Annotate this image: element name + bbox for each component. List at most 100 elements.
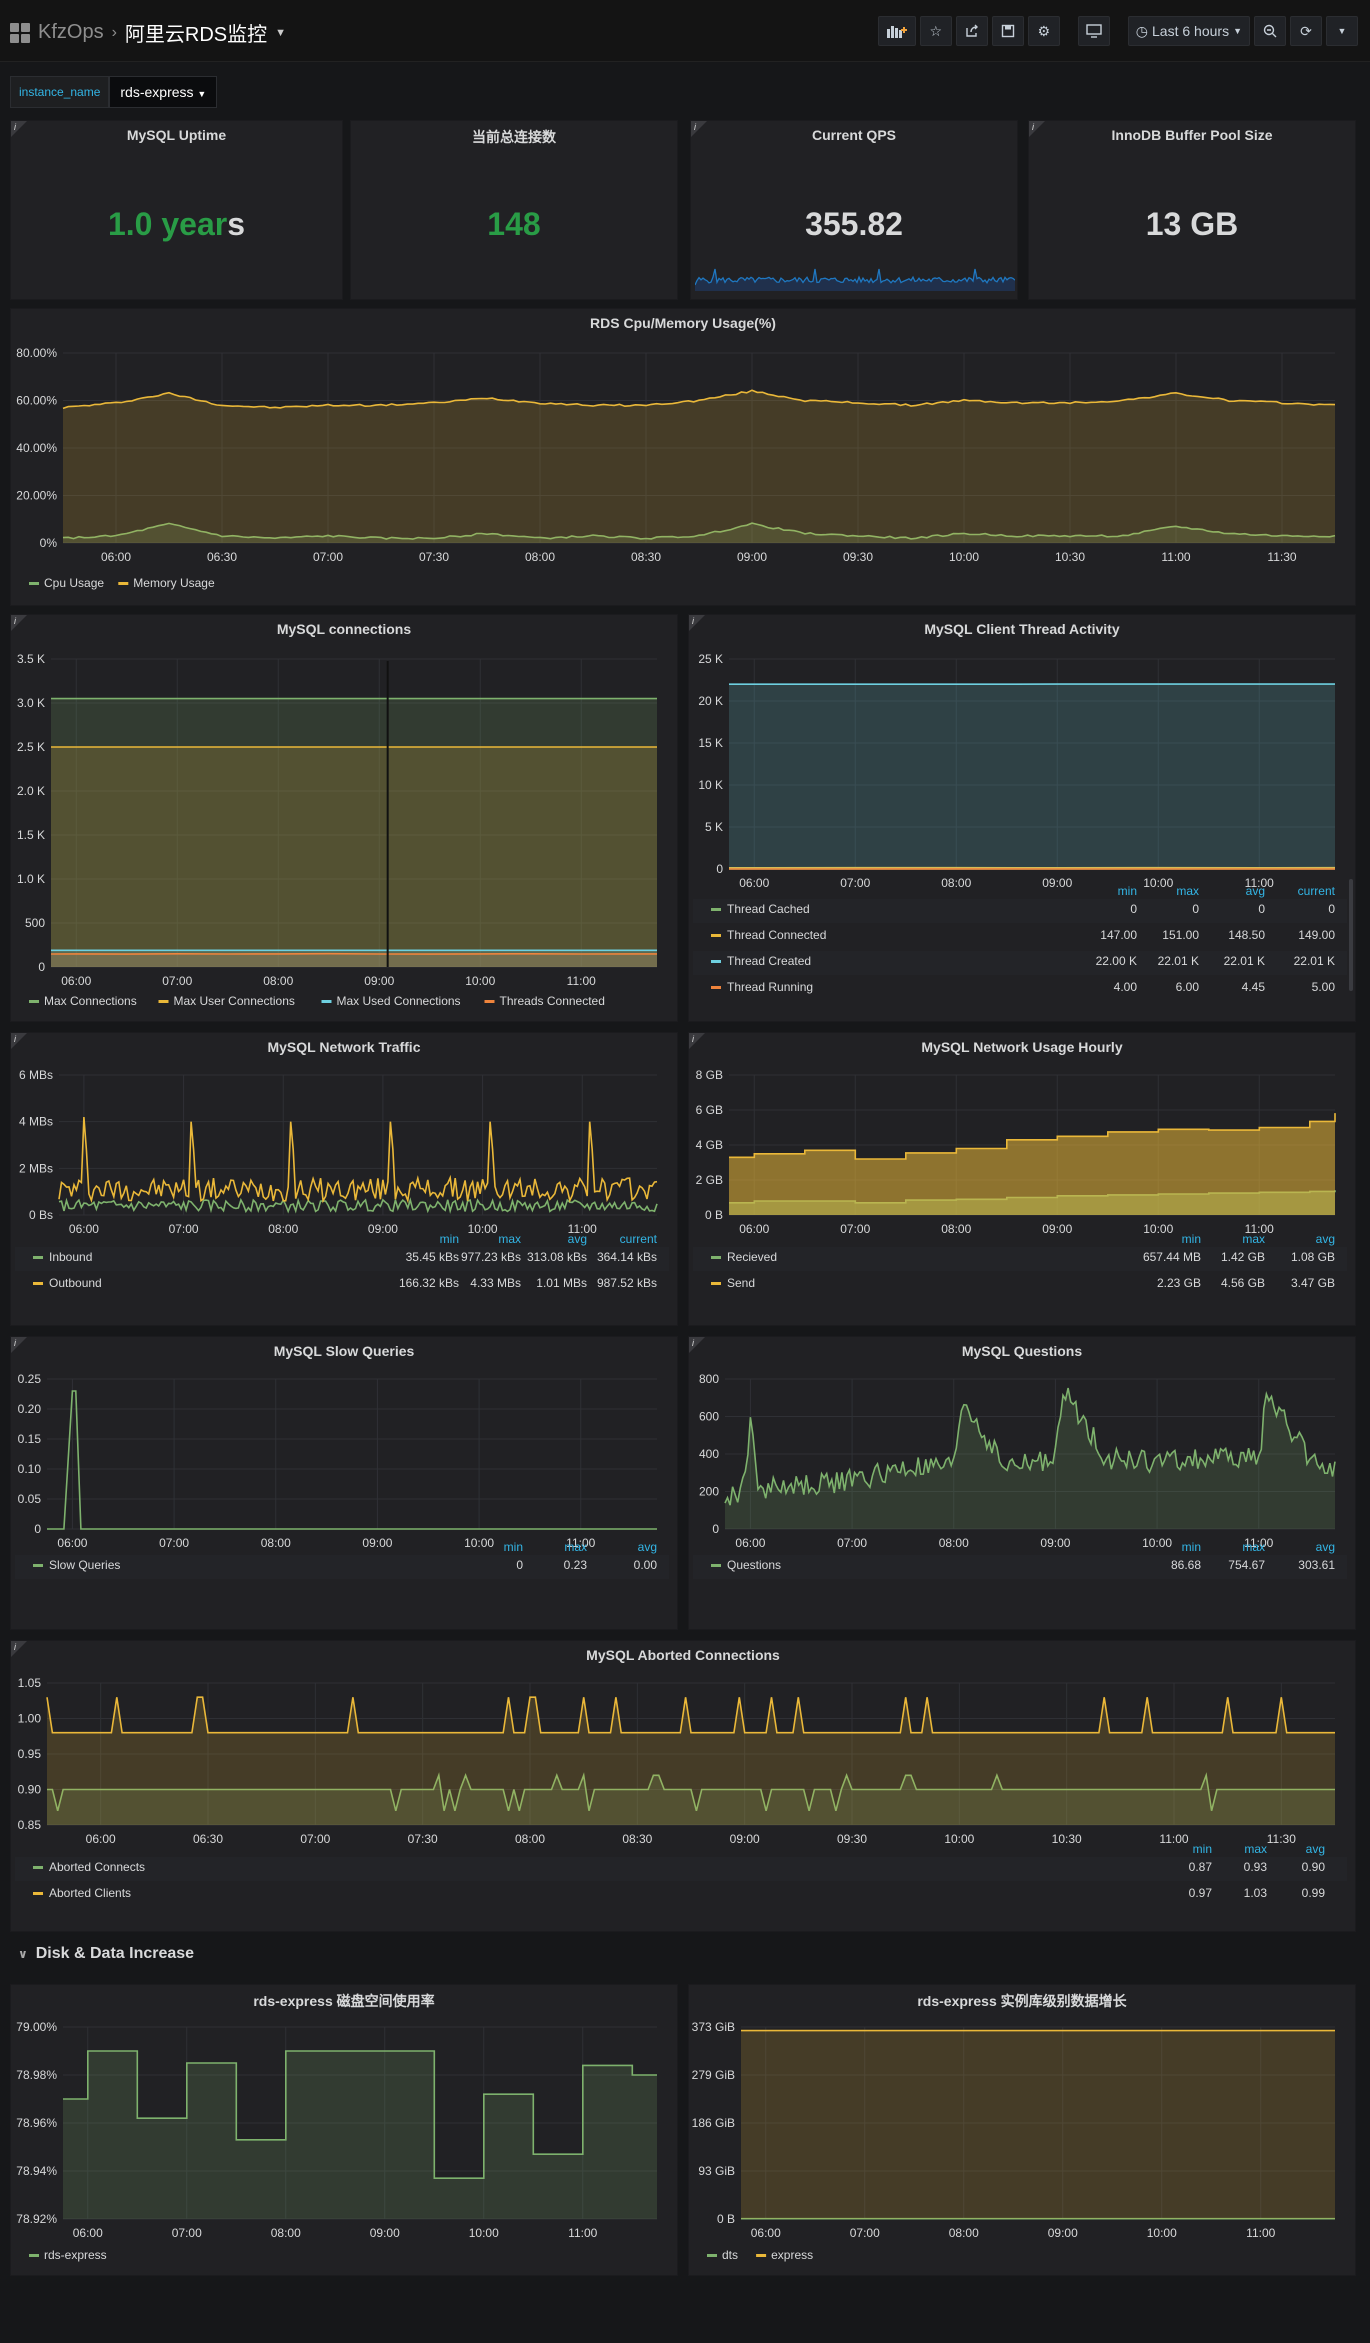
legend-swatch: [29, 1000, 39, 1003]
legend-swatch: [33, 1282, 43, 1285]
x-tick-label: 06:00: [751, 2226, 781, 2240]
chevron-down-icon: ∨: [18, 1947, 28, 1961]
time-range-label: Last 6 hours: [1152, 23, 1230, 39]
x-tick-label: 10:30: [1055, 550, 1085, 564]
legend-label: Cpu Usage: [44, 576, 104, 590]
x-tick-label: 10:30: [1052, 1832, 1082, 1846]
legend-header: min: [504, 1540, 523, 1554]
legend-value: 754.67: [1228, 1558, 1265, 1572]
panel-network-traffic[interactable]: MySQL Network Traffic i 0 Bs 2 MBs 4 MBs 6 MB…: [10, 1032, 678, 1326]
add-panel-button[interactable]: [877, 16, 916, 46]
panel-aborted-connections[interactable]: MySQL Aborted Connections i 0.85 0.90 0.95 1.…: [10, 1640, 1356, 1932]
panel-data-growth[interactable]: rds-express 实例库级别数据增长 0 B 93 GiB 186 GiB 279…: [688, 1984, 1356, 2276]
x-tick-label: 10:00: [465, 974, 495, 988]
row-title: Disk & Data Increase: [35, 1945, 195, 1962]
y-tick-label: 4 MBs: [19, 1115, 53, 1129]
panel-slow-queries[interactable]: MySQL Slow Queries i 0 0.05 0.10 0.15 0.20 0.25…: [10, 1336, 678, 1630]
legend-row-bg: [15, 1555, 669, 1579]
y-tick-label: 79.00%: [16, 2020, 57, 2034]
info-icon[interactable]: i: [11, 1033, 27, 1049]
legend-value: 4.56 GB: [1221, 1276, 1265, 1290]
panel-title: rds-express 实例库级别数据增长: [917, 1993, 1127, 2009]
y-tick-label: 2.0 K: [17, 784, 45, 798]
stat-panel-buffer-pool[interactable]: i InnoDB Buffer Pool Size 13 GB: [1028, 120, 1356, 300]
dashboards-grid-icon[interactable]: [10, 22, 30, 43]
time-picker-button[interactable]: ◷ Last 6 hours ▼: [1127, 16, 1250, 46]
stat-panel-uptime[interactable]: i MySQL Uptime 1.0 years: [10, 120, 343, 300]
info-icon[interactable]: i: [689, 615, 705, 631]
variable-label: instance_name: [10, 76, 110, 108]
x-tick-label: 08:00: [941, 1222, 971, 1236]
panel-questions[interactable]: MySQL Questions i 0 200 400 600 800 06:00 07:00 0…: [688, 1336, 1356, 1630]
panel-title: RDS Cpu/Memory Usage(%): [590, 315, 776, 331]
series-area: [51, 953, 657, 967]
row-disk-header[interactable]: ∨ Disk & Data Increase: [18, 1945, 194, 1963]
legend-swatch: [756, 2254, 767, 2257]
toolbar: ☆ ⚙ ◷ Last 6 hours ▼ ⟳ ▼: [877, 16, 1358, 46]
info-icon[interactable]: i: [1029, 121, 1045, 137]
y-tick-label: 20.00%: [16, 489, 57, 503]
panel-title: MySQL Slow Queries: [273, 1343, 415, 1359]
legend-value: 0: [516, 1558, 523, 1572]
legend-value: 4.45: [1242, 980, 1266, 994]
panel-title: InnoDB Buffer Pool Size: [1111, 127, 1273, 143]
panel-title: MySQL Aborted Connections: [586, 1647, 780, 1663]
series-area: [729, 1113, 1335, 1215]
panel-thread-activity[interactable]: MySQL Client Thread Activity i 0 5 K 10 K 15 …: [688, 614, 1356, 1022]
info-icon[interactable]: i: [691, 121, 707, 137]
x-tick-label: 11:30: [1267, 1832, 1296, 1846]
legend-value: 4.33 MBs: [470, 1276, 521, 1290]
x-tick-label: 08:00: [939, 1536, 969, 1550]
save-button[interactable]: [991, 16, 1024, 46]
info-icon[interactable]: i: [689, 1033, 705, 1049]
breadcrumb-folder[interactable]: KfzOps: [38, 21, 104, 43]
zoom-out-icon: [1263, 24, 1277, 38]
series-area: [725, 1388, 1335, 1529]
chart-svg: 0 B 2 GB 4 GB 6 GB 8 GB 06:00 07:00 08:00 09:00 1…: [693, 1068, 1347, 1297]
x-tick-label: 11:00: [1246, 2226, 1275, 2240]
legend-swatch: [29, 2254, 39, 2257]
legend-label: Thread Cached: [727, 902, 810, 916]
info-icon[interactable]: i: [11, 615, 27, 631]
info-icon[interactable]: i: [11, 1641, 27, 1657]
legend-value: 313.08 kBs: [527, 1250, 587, 1264]
info-icon[interactable]: i: [11, 1337, 27, 1353]
y-tick-label: 1.00: [18, 1712, 42, 1726]
x-tick-label: 11:00: [1244, 1536, 1273, 1550]
info-icon[interactable]: i: [11, 121, 27, 137]
x-tick-label: 07:00: [840, 1222, 870, 1236]
chart-svg: 0 500 1.0 K 1.5 K 2.0 K 2.5 K 3.0 K 3.5 K 06:00 0…: [17, 652, 657, 1008]
panel-network-usage-hourly[interactable]: MySQL Network Usage Hourly i 0 B 2 GB 4 GB 6 …: [688, 1032, 1356, 1326]
panel-disk-usage[interactable]: rds-express 磁盘空间使用率 78.92% 78.94% 78.96% 78.…: [10, 1984, 678, 2276]
chart-svg: 0% 20.00% 40.00% 60.00% 80.00% 06:00 06:30 07:0…: [16, 346, 1336, 590]
tv-mode-button[interactable]: [1077, 16, 1110, 46]
caret-down-icon[interactable]: ▼: [275, 26, 287, 39]
refresh-button[interactable]: ⟳: [1290, 16, 1322, 46]
star-button[interactable]: ☆: [919, 16, 952, 46]
y-tick-label: 78.94%: [16, 2164, 57, 2178]
settings-button[interactable]: ⚙: [1027, 16, 1060, 46]
instance-name-dropdown[interactable]: rds-express ▼: [109, 76, 218, 108]
series-area: [51, 747, 657, 967]
panel-title: 当前总连接数: [472, 129, 556, 145]
breadcrumb-separator: ›: [111, 23, 117, 41]
y-tick-label: 5 K: [705, 820, 723, 834]
zoom-out-button[interactable]: [1254, 16, 1286, 46]
x-tick-label: 07:00: [172, 2226, 202, 2240]
x-tick-label: 10:00: [1143, 876, 1173, 890]
stat-panel-qps[interactable]: i Current QPS 355.82: [690, 120, 1018, 300]
series-area: [47, 1697, 1335, 1825]
panel-mysql-connections[interactable]: MySQL connections i 0 500 1.0 K 1.5 K 2.0 K 2.5…: [10, 614, 678, 1022]
panel-cpu-memory[interactable]: RDS Cpu/Memory Usage(%) 0% 20.00% 40.00% 60.…: [10, 308, 1356, 606]
refresh-interval-button[interactable]: ▼: [1326, 16, 1358, 46]
x-tick-label: 08:30: [622, 1832, 652, 1846]
legend-label: Recieved: [727, 1250, 777, 1264]
y-tick-label: 3.5 K: [17, 652, 45, 666]
chart-svg: 78.92% 78.94% 78.96% 78.98% 79.00% 06:00 07:00…: [16, 2020, 657, 2262]
stat-panel-connections[interactable]: 当前总连接数 148: [350, 120, 678, 300]
share-button[interactable]: [955, 16, 988, 46]
legend-row-bg: [693, 925, 1347, 949]
info-icon[interactable]: i: [689, 1337, 705, 1353]
dashboard-title[interactable]: 阿里云RDS监控: [124, 24, 268, 46]
y-tick-label: 0: [716, 862, 723, 876]
